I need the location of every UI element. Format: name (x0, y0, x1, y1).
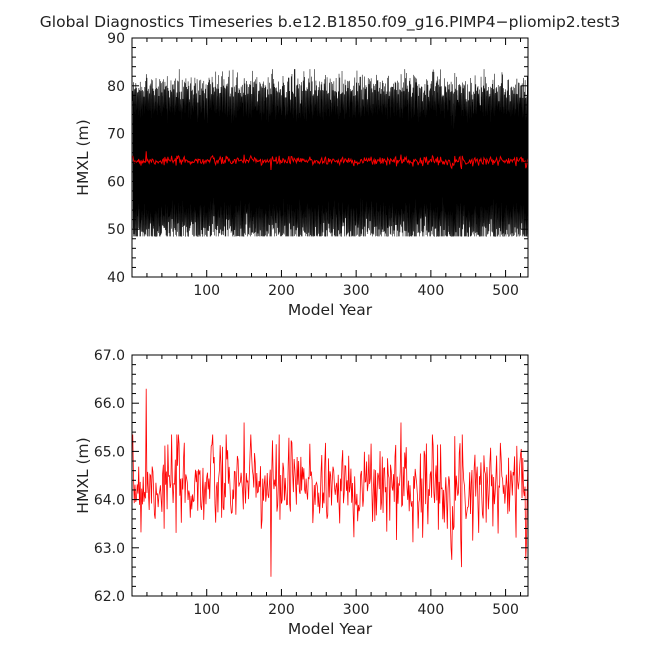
top-panel: 100 200 300 400 500 40 50 60 70 80 90 Model Year H… (74, 31, 529, 319)
bottom-plot-frame (131, 354, 529, 597)
x-tick-label: 300 (343, 602, 370, 618)
top-y-axis-label: HMXL (m) (74, 119, 92, 195)
y-tick-label: 50 (107, 222, 125, 238)
x-tick-label: 100 (193, 602, 220, 618)
y-tick-label: 63.0 (94, 541, 125, 557)
x-tick-label: 200 (268, 602, 295, 618)
y-tick-label: 66.0 (94, 396, 125, 412)
bottom-y-axis-label: HMXL (m) (74, 437, 92, 513)
x-tick-label: 400 (418, 283, 445, 299)
y-tick-label: 40 (107, 270, 125, 286)
y-tick-label: 60 (107, 174, 125, 190)
bottom-annual-mean-series-line (132, 388, 528, 577)
x-tick-label: 300 (343, 283, 370, 299)
figure-title: Global Diagnostics Timeseries b.e12.B185… (40, 13, 620, 32)
x-tick-label: 400 (418, 602, 445, 618)
y-tick-label: 80 (107, 79, 125, 95)
x-tick-label: 500 (492, 602, 519, 618)
y-tick-label: 62.0 (94, 589, 125, 605)
y-tick-label: 67.0 (94, 348, 125, 364)
y-tick-label: 64.0 (94, 493, 125, 509)
top-x-axis-label: Model Year (288, 301, 373, 319)
y-tick-label: 70 (107, 127, 125, 143)
bottom-x-axis-label: Model Year (288, 620, 373, 638)
monthly-hmxl-series-line (132, 69, 528, 237)
x-tick-label: 100 (193, 283, 220, 299)
y-tick-label: 90 (107, 31, 125, 47)
top-plot-frame (131, 37, 529, 278)
y-tick-label: 65.0 (94, 444, 125, 460)
x-tick-label: 500 (492, 283, 519, 299)
x-tick-label: 200 (268, 283, 295, 299)
top-annual-mean-series-line (132, 151, 528, 170)
bottom-panel: 100 200 300 400 50062.063.064.065.066.067.0 … (74, 348, 529, 638)
